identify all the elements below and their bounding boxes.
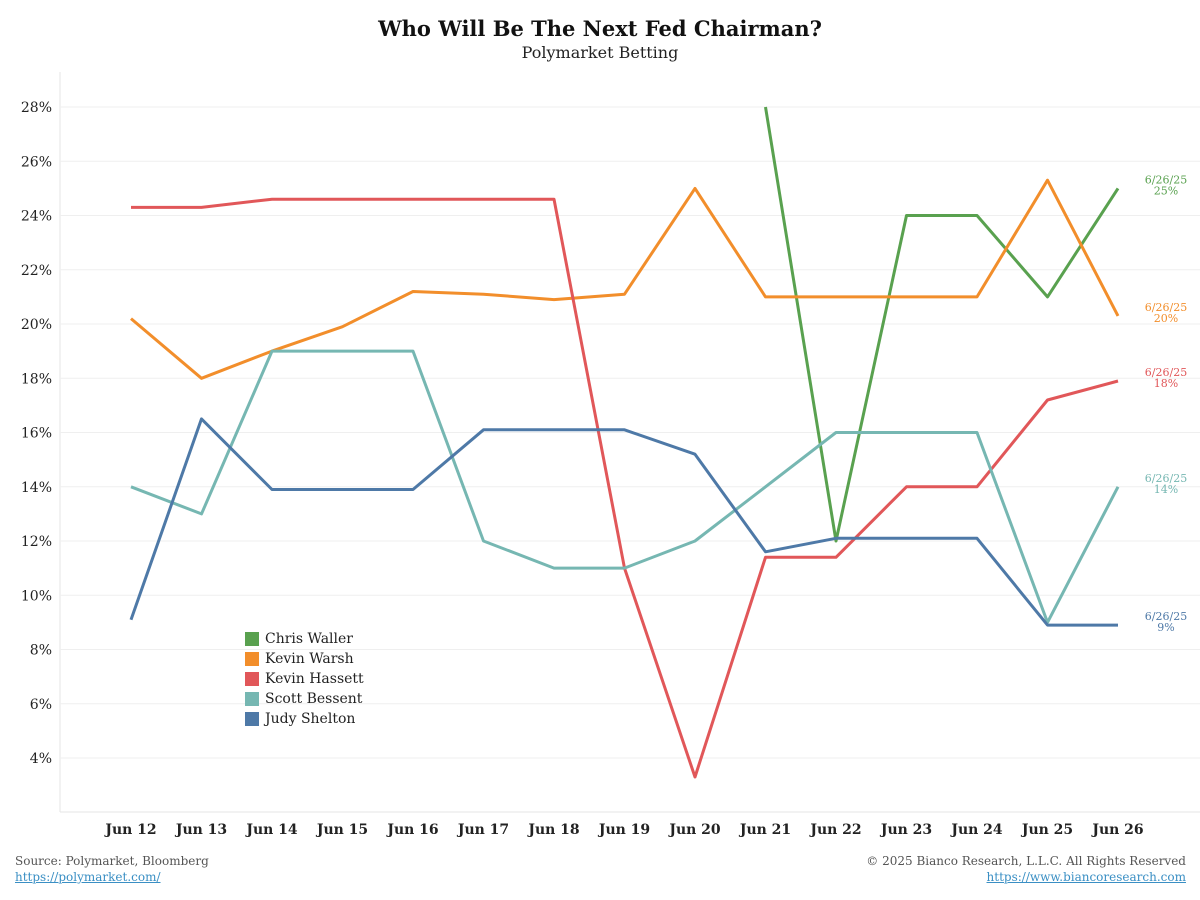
- source-text: Source: Polymarket, Bloomberg: [15, 854, 209, 868]
- y-tick-label: 16%: [21, 426, 52, 442]
- footer-left: Source: Polymarket, Bloomberg https://po…: [15, 853, 209, 885]
- x-tick-label: Jun 25: [1020, 822, 1073, 838]
- legend-label: Kevin Warsh: [265, 651, 354, 667]
- y-tick-label: 18%: [21, 371, 52, 387]
- y-tick-label: 6%: [30, 697, 52, 713]
- y-tick-label: 26%: [21, 154, 52, 170]
- end-label-date: 6/26/25: [1145, 610, 1187, 623]
- x-tick-label: Jun 13: [174, 822, 227, 838]
- end-label-value: 14%: [1154, 483, 1178, 496]
- x-tick-label: Jun 26: [1090, 822, 1143, 838]
- x-tick-label: Jun 18: [526, 822, 579, 838]
- source-link[interactable]: https://polymarket.com/: [15, 870, 161, 884]
- end-label-date: 6/26/25: [1145, 366, 1187, 379]
- end-label-value: 9%: [1157, 621, 1174, 634]
- y-tick-label: 20%: [21, 317, 52, 333]
- end-label-date: 6/26/25: [1145, 173, 1187, 186]
- y-tick-label: 8%: [30, 643, 52, 659]
- footer-right: © 2025 Bianco Research, L.L.C. All Right…: [866, 853, 1186, 885]
- legend-swatch: [245, 692, 259, 706]
- legend: Chris Waller Kevin Warsh Kevin Hassett Scot…: [245, 629, 364, 729]
- x-tick-label: Jun 14: [244, 822, 298, 838]
- x-tick-label: Jun 19: [597, 822, 650, 838]
- end-label-value: 25%: [1154, 184, 1178, 197]
- series-line-judy-shelton: [129, 417, 1118, 627]
- x-tick-label: Jun 15: [315, 822, 368, 838]
- end-label-date: 6/26/25: [1145, 472, 1187, 485]
- y-tick-label: 28%: [21, 100, 52, 116]
- x-tick-label: Jun 16: [385, 822, 438, 838]
- x-tick-label: Jun 22: [808, 822, 861, 838]
- legend-item: Kevin Warsh: [245, 649, 364, 669]
- x-tick-label: Jun 23: [879, 822, 932, 838]
- x-tick-label: Jun 17: [456, 822, 509, 838]
- legend-swatch: [245, 652, 259, 666]
- legend-label: Chris Waller: [265, 631, 353, 647]
- series-line-kevin-warsh: [130, 178, 1120, 380]
- copyright-text: © 2025 Bianco Research, L.L.C. All Right…: [866, 854, 1186, 868]
- chart-subtitle: Polymarket Betting: [521, 43, 679, 62]
- end-label-value: 20%: [1154, 312, 1178, 325]
- end-label-date: 6/26/25: [1145, 301, 1187, 314]
- x-tick-label: Jun 20: [667, 822, 721, 838]
- y-tick-label: 22%: [21, 263, 52, 279]
- legend-swatch: [245, 672, 259, 686]
- series-line-chris-waller: [764, 106, 1120, 543]
- legend-swatch: [245, 712, 259, 726]
- legend-label: Kevin Hassett: [265, 671, 364, 687]
- y-tick-label: 12%: [21, 534, 52, 550]
- website-link[interactable]: https://www.biancoresearch.com: [986, 870, 1186, 884]
- legend-item: Chris Waller: [245, 629, 364, 649]
- legend-swatch: [245, 632, 259, 646]
- legend-item: Scott Bessent: [245, 689, 364, 709]
- x-tick-label: Jun 21: [738, 822, 791, 838]
- x-tick-label: Jun 12: [103, 822, 156, 838]
- legend-label: Judy Shelton: [265, 711, 356, 727]
- end-label-value: 18%: [1154, 377, 1178, 390]
- series-line-scott-bessent: [130, 349, 1120, 624]
- x-tick-label: Jun 24: [949, 822, 1003, 838]
- chart-title: Who Will Be The Next Fed Chairman?: [378, 16, 822, 41]
- y-tick-label: 14%: [21, 480, 52, 496]
- y-tick-label: 10%: [21, 588, 52, 604]
- legend-label: Scott Bessent: [265, 691, 363, 707]
- y-tick-label: 4%: [30, 751, 52, 767]
- legend-item: Judy Shelton: [245, 709, 364, 729]
- y-tick-label: 24%: [21, 209, 52, 225]
- legend-item: Kevin Hassett: [245, 669, 364, 689]
